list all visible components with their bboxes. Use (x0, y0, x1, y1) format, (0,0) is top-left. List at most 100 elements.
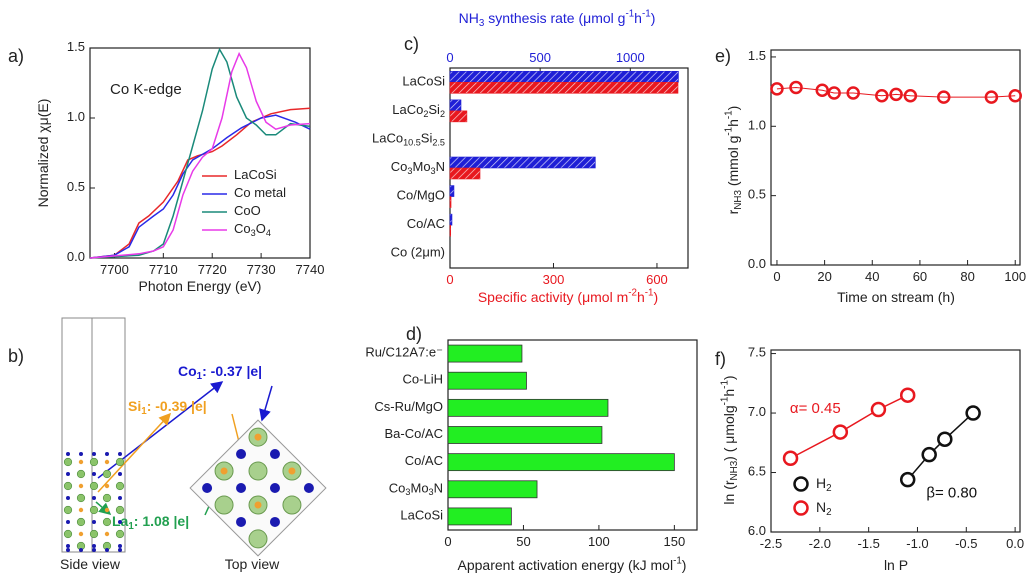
bar (448, 399, 608, 416)
y-axis-label: Normalized χμ(E) (35, 99, 51, 208)
x-tick-label: -2.0 (809, 536, 831, 551)
y-tick-label: 6.0 (748, 523, 766, 538)
atom (92, 496, 96, 500)
atom (66, 472, 70, 476)
data-point (872, 403, 885, 416)
legend-swatch (795, 502, 808, 515)
category-label: LaCo2Si2 (392, 102, 445, 119)
atom (64, 506, 72, 514)
atom (116, 458, 124, 466)
panel-label: d) (406, 324, 422, 344)
x-tick-label: -1.0 (906, 536, 928, 551)
y-axis-label: rNH3 (mmol g-1h-1) (723, 106, 744, 215)
x2-tick-label: 500 (529, 50, 551, 65)
x2-tick-label: 0 (446, 50, 453, 65)
category-label: Co/AC (405, 454, 443, 469)
atom (103, 494, 111, 502)
atom (92, 548, 96, 552)
bar (450, 225, 451, 236)
atom (103, 470, 111, 478)
x-tick-label: 100 (588, 534, 610, 549)
x-tick-label: 0 (444, 534, 451, 549)
atom (79, 548, 83, 552)
x-tick-label: 60 (913, 269, 927, 284)
x-tick-label: 20 (817, 269, 831, 284)
legend-label: LaCoSi (234, 167, 277, 182)
atom (118, 496, 122, 500)
atom (66, 548, 70, 552)
x-tick-label: 50 (516, 534, 530, 549)
atom (92, 472, 96, 476)
y-axis-label: ln (rNH3) ( μmolg-1h-1) (719, 375, 740, 504)
x-tick-label: 0 (446, 272, 453, 287)
arrow (98, 414, 170, 492)
category-label: LaCoSi (400, 508, 443, 523)
x2-tick-label: 1000 (616, 50, 645, 65)
charge-label: La1: 1.08 |e| (112, 513, 189, 532)
atom (92, 544, 96, 548)
bar (448, 508, 511, 525)
top-view (190, 420, 326, 556)
x-axis-label: Specific activity (μmol m-2h-1) (478, 287, 658, 305)
legend-label: Co3O4 (234, 221, 271, 238)
charge-label: Co1: -0.37 |e| (178, 363, 262, 382)
structure-panel: b) Co1: -0.37 |e| Si1: -0.39 |e| La1: 1.… (8, 318, 326, 572)
bar (450, 71, 678, 82)
x-tick-label: 0.0 (1006, 536, 1024, 551)
figure: b) Co1: -0.37 |e| Si1: -0.39 |e| La1: 1.… (0, 0, 1028, 574)
panel-label: e) (715, 46, 731, 66)
view-label: Top view (225, 556, 280, 572)
panel-label: b) (8, 346, 24, 366)
data-point (967, 407, 980, 420)
atom (79, 508, 83, 512)
page: {"chart_data": [ {"type": "line", "panel… (0, 0, 1028, 574)
x-tick-label: 40 (865, 269, 879, 284)
atom (79, 532, 83, 536)
cell-frame (62, 318, 92, 552)
category-label: Co/MgO (397, 188, 445, 203)
x-tick-label: -1.5 (857, 536, 879, 551)
atom (118, 520, 122, 524)
annotation: β= 0.80 (926, 485, 977, 502)
x-axis-label: Time on stream (h) (837, 289, 955, 305)
atom (118, 544, 122, 548)
y-tick-label: 7.0 (748, 404, 766, 419)
atom (79, 452, 83, 456)
atom (66, 520, 70, 524)
bar (448, 345, 522, 362)
atom (92, 452, 96, 456)
x-axis-label: Apparent activation energy (kJ mol-1) (458, 555, 687, 573)
bar (448, 481, 537, 498)
legend-swatch (795, 478, 808, 491)
x-tick-label: 7740 (296, 262, 325, 277)
data-point (923, 448, 936, 461)
charge-label: Si1: -0.39 |e| (128, 398, 207, 417)
legend-label: H2 (816, 475, 832, 494)
plot-frame (90, 48, 310, 258)
data-point (901, 389, 914, 402)
x-tick-label: 80 (960, 269, 974, 284)
atom (77, 494, 85, 502)
atom (90, 530, 98, 538)
category-label: LaCoSi (402, 74, 445, 89)
atom (77, 470, 85, 478)
bar (450, 168, 480, 179)
atom (79, 484, 83, 488)
bar (450, 82, 678, 93)
panel-label: c) (404, 34, 419, 54)
atom (92, 520, 96, 524)
bar (450, 214, 452, 225)
atom (105, 508, 109, 512)
atom (64, 482, 72, 490)
atom (79, 460, 83, 464)
legend-label: N2 (816, 499, 832, 518)
x-tick-label: 7720 (198, 262, 227, 277)
category-label: Co/AC (407, 217, 445, 232)
atom (103, 518, 111, 526)
annotation: α= 0.45 (790, 400, 841, 417)
atom (90, 482, 98, 490)
atom (64, 530, 72, 538)
bar (450, 157, 595, 168)
data-point (784, 452, 797, 465)
category-label: Cs-Ru/MgO (374, 399, 443, 414)
